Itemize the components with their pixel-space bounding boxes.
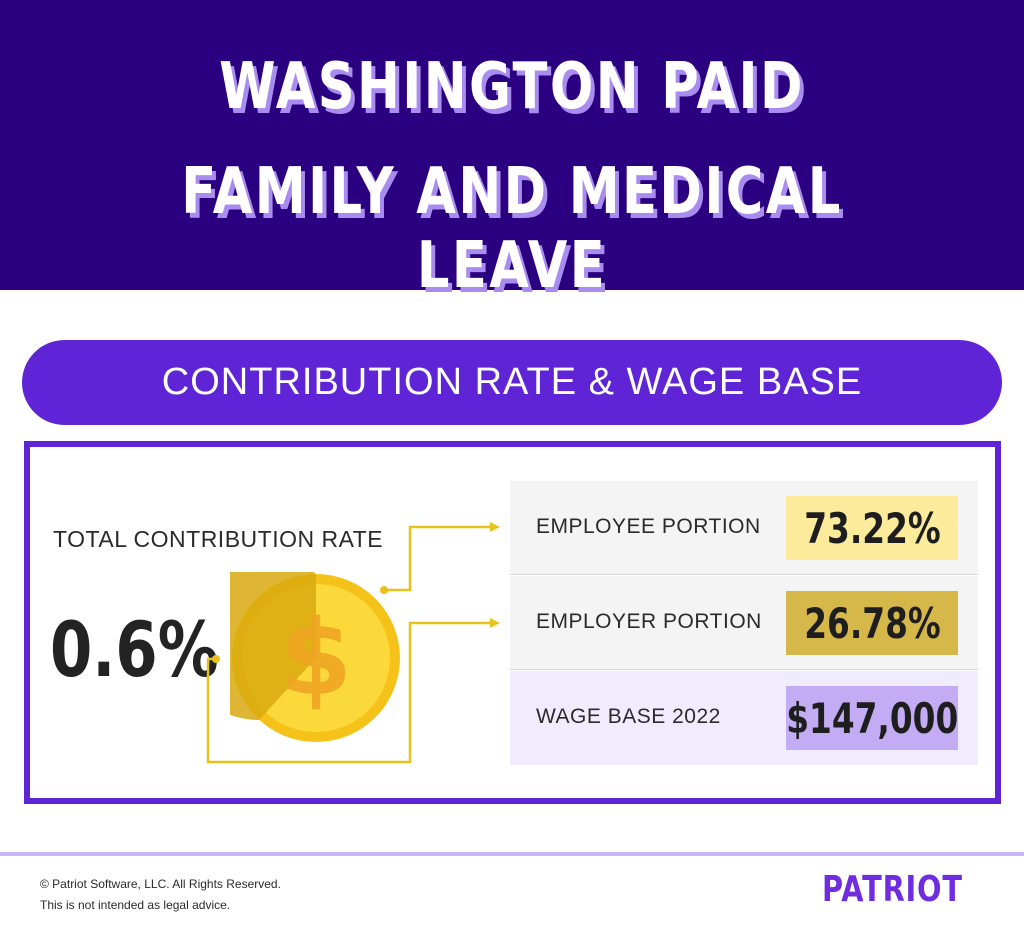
total-contribution-value: 0.6%: [50, 605, 219, 694]
connector-employee: [380, 522, 500, 594]
coin-dollar-symbol: $: [280, 597, 352, 719]
page-title-line-2: FAMILY AND MEDICAL LEAVE: [181, 155, 843, 303]
disclaimer-text: This is not intended as legal advice.: [40, 898, 231, 912]
wage-base-label: WAGE BASE 2022: [536, 705, 721, 728]
wage-base-value: $147,000: [785, 693, 959, 743]
copyright-text: © Patriot Software, LLC. All Rights Rese…: [40, 877, 281, 891]
wage-base-badge: $147,000: [786, 686, 958, 750]
patriot-logo: PATRIOT: [822, 869, 963, 910]
employee-portion-row: EMPLOYEE PORTION 73.22%: [510, 481, 978, 575]
employer-portion-value: 26.78%: [803, 598, 941, 648]
total-contribution-label: TOTAL CONTRIBUTION RATE: [53, 526, 384, 552]
header-band: WASHINGTON PAID FAMILY AND MEDICAL LEAVE: [0, 0, 1024, 303]
employer-portion-row: EMPLOYER PORTION 26.78%: [510, 576, 978, 670]
employer-portion-badge: 26.78%: [786, 591, 958, 655]
employee-portion-label: EMPLOYEE PORTION: [536, 515, 761, 538]
section-banner: CONTRIBUTION RATE & WAGE BASE: [22, 340, 1002, 425]
employee-portion-badge: 73.22%: [786, 496, 958, 560]
connector-employer: [206, 618, 500, 764]
employer-portion-label: EMPLOYER PORTION: [536, 610, 762, 633]
page-title-line-1: WASHINGTON PAID: [219, 50, 805, 124]
footer-divider: [0, 852, 1024, 856]
wage-base-row: WAGE BASE 2022 $147,000: [510, 671, 978, 765]
dollar-coin-icon: $: [230, 572, 400, 742]
section-banner-label: CONTRIBUTION RATE & WAGE BASE: [161, 361, 863, 403]
employee-portion-value: 73.22%: [803, 503, 941, 553]
